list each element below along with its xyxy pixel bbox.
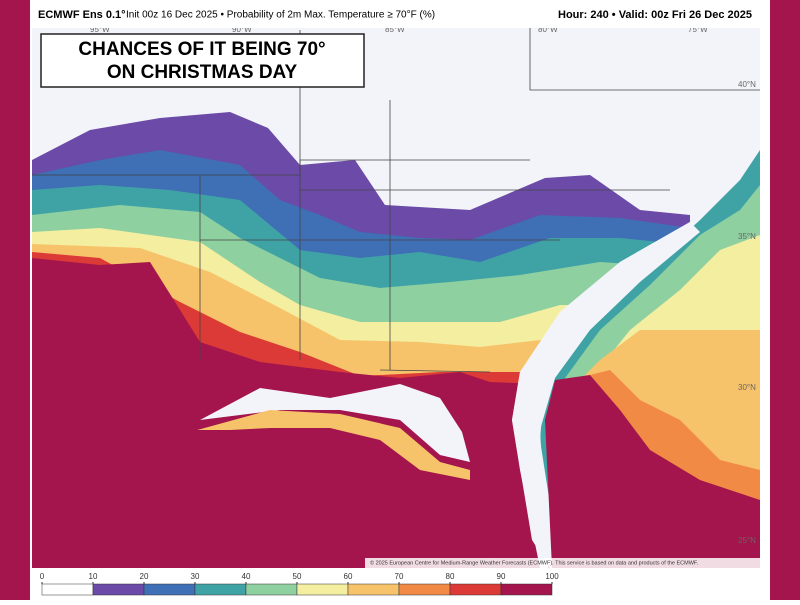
lat-label: 35°N	[738, 232, 756, 241]
lon-label: 80°W	[538, 25, 558, 34]
colorbar-segment	[500, 583, 553, 596]
colorbar-tick-label: 60	[344, 572, 353, 581]
atlantic-band-90	[545, 375, 760, 568]
lon-label: 95°W	[90, 25, 110, 34]
border	[529, 28, 760, 91]
colorbar-segment	[41, 583, 94, 596]
gulf	[32, 430, 500, 568]
border	[379, 369, 491, 373]
colorbar-segment	[398, 583, 451, 596]
colorbar-segment	[194, 583, 247, 596]
lat-label: 30°N	[738, 383, 756, 392]
colorbar-tick-label: 80	[446, 572, 455, 581]
colorbar-segment	[347, 583, 400, 596]
lon-label: 85°W	[385, 25, 405, 34]
colorbar-tick-label: 30	[191, 572, 200, 581]
colorbar-tick-label: 90	[497, 572, 506, 581]
atlantic-coast-strip	[512, 222, 700, 568]
colorbar-tick-label: 0	[40, 572, 45, 581]
lat-label: 40°N	[738, 80, 756, 89]
title-box	[40, 33, 365, 88]
colorbar: 0 10 20 30 40 50 60 70 80 90 100	[40, 572, 559, 596]
lat-label: 25°N	[738, 536, 756, 545]
gulf-band	[190, 410, 470, 480]
colorbar-tick-label: 50	[293, 572, 302, 581]
colorbar-tick-label: 100	[545, 572, 559, 581]
colorbar-segment	[296, 583, 349, 596]
colorbar-tick-label: 10	[89, 572, 98, 581]
colorbar-segment	[449, 583, 502, 596]
colorbar-segment	[245, 583, 298, 596]
colorbar-segment	[143, 583, 196, 596]
credit: © 2025 European Centre for Medium-Range …	[370, 559, 699, 566]
credit-bg	[365, 558, 760, 568]
model-name: ECMWF Ens 0.1°	[38, 9, 126, 21]
lon-label: 90°W	[232, 25, 252, 34]
colorbar-tick-label: 40	[242, 572, 251, 581]
valid-time: Hour: 240 • Valid: 00z Fri 26 Dec 2025	[558, 9, 752, 21]
title-line: CHANCES OF IT BEING 70°	[78, 39, 325, 60]
description: Init 00z 16 Dec 2025 • Probability of 2m…	[126, 10, 435, 21]
gulf-strip	[200, 384, 470, 462]
graticule-labels: 95°W 90°W 85°W 80°W 75°W 40°N 35°N 30°N …	[90, 25, 756, 545]
lon-label: 75°W	[688, 25, 708, 34]
header-bar	[32, 0, 760, 28]
colorbar-tick-label: 70	[395, 572, 404, 581]
title-line: ON CHRISTMAS DAY	[107, 62, 298, 83]
colorbar-segment	[92, 583, 145, 596]
map	[32, 28, 760, 568]
colorbar-tick-label: 20	[140, 572, 149, 581]
